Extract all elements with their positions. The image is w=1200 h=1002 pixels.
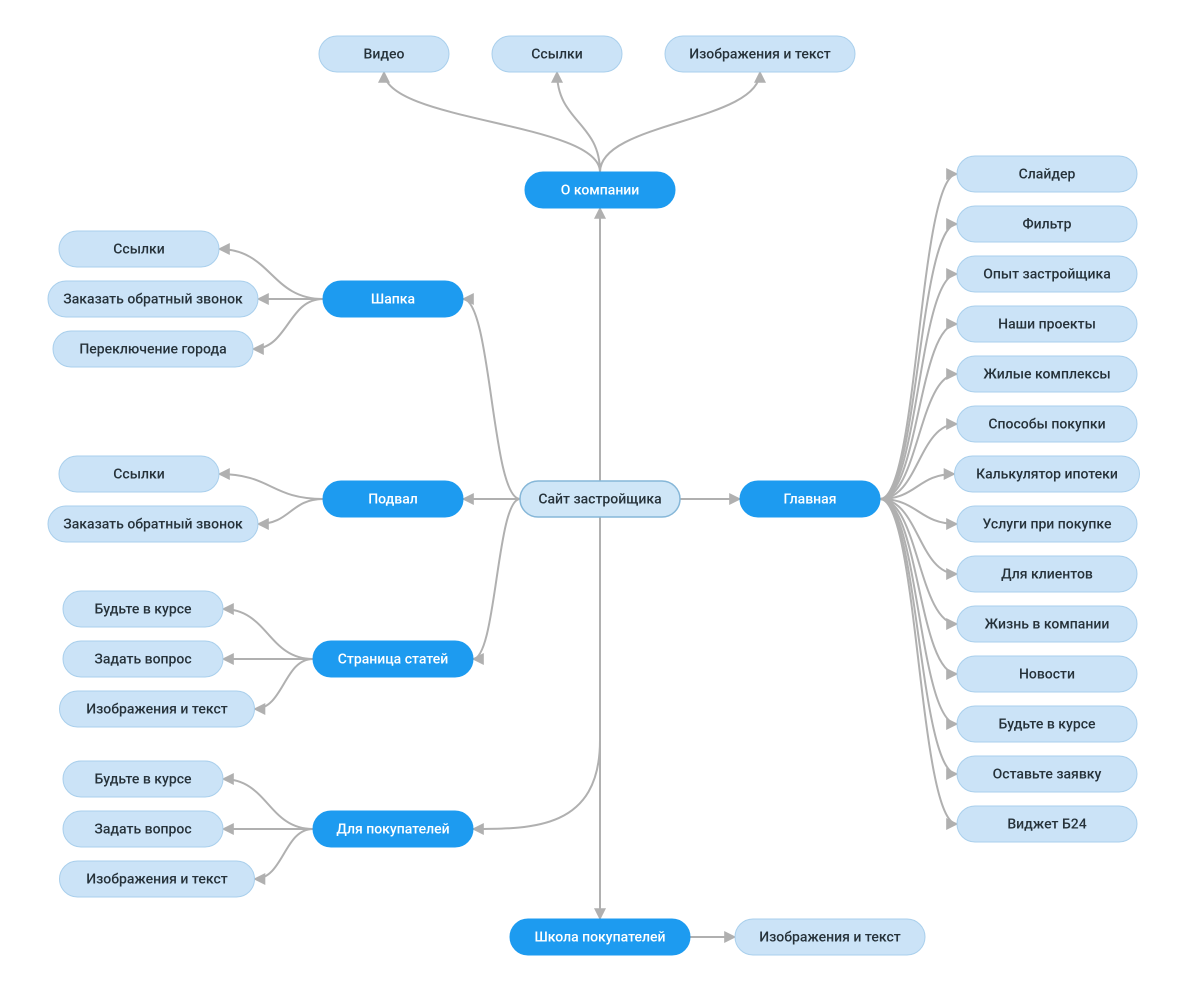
node-label: Изображения и текст	[759, 930, 901, 946]
edge-about-about_imgtext	[600, 72, 760, 172]
node-home[interactable]: Главная	[740, 481, 880, 517]
node-buyers[interactable]: Для покупателей	[313, 811, 473, 847]
node-h_aware[interactable]: Будьте в курсе	[957, 706, 1137, 742]
node-school_imgtext[interactable]: Изображения и текст	[735, 919, 925, 955]
node-label: Слайдер	[1019, 167, 1076, 183]
edge-home-h_request	[880, 499, 957, 774]
node-label: Шапка	[371, 292, 415, 308]
node-h_request[interactable]: Оставьте заявку	[957, 756, 1137, 792]
node-label: Подвал	[368, 492, 418, 508]
node-label: Сайт застройщика	[538, 492, 661, 508]
edge-home-h_exp	[880, 274, 957, 499]
node-h_filter[interactable]: Фильтр	[957, 206, 1137, 242]
edge-articles-art_imgtext	[255, 659, 314, 709]
edge-about-about_video	[384, 72, 600, 172]
node-label: Калькулятор ипотеки	[976, 467, 1118, 483]
node-label: Изображения и текст	[86, 872, 228, 888]
node-h_widget[interactable]: Виджет Б24	[957, 806, 1137, 842]
node-label: Страница статей	[338, 652, 449, 668]
node-header[interactable]: Шапка	[323, 281, 463, 317]
edge-root-articles	[473, 499, 520, 659]
node-about_links[interactable]: Ссылки	[492, 36, 622, 72]
edge-articles-art_aware	[223, 609, 313, 659]
edge-home-h_complex	[880, 374, 957, 499]
node-label: Жизнь в компании	[985, 617, 1110, 633]
node-label: Виджет Б24	[1007, 817, 1086, 833]
node-label: Изображения и текст	[86, 702, 228, 718]
node-label: Заказать обратный звонок	[63, 517, 243, 533]
edge-home-h_filter	[880, 224, 957, 499]
edge-buyers-buy_aware	[223, 779, 313, 829]
node-label: Оставьте заявку	[993, 767, 1102, 783]
node-header_links[interactable]: Ссылки	[59, 231, 219, 267]
node-footer[interactable]: Подвал	[323, 481, 463, 517]
node-label: Жилые комплексы	[983, 367, 1110, 383]
edge-header-header_city	[253, 299, 323, 349]
node-h_services[interactable]: Услуги при покупке	[957, 506, 1137, 542]
node-articles[interactable]: Страница статей	[313, 641, 473, 677]
node-label: Задать вопрос	[94, 652, 191, 668]
node-label: Будьте в курсе	[998, 717, 1096, 733]
node-about[interactable]: О компании	[525, 172, 675, 208]
node-about_video[interactable]: Видео	[319, 36, 449, 72]
node-label: Для клиентов	[1001, 567, 1093, 583]
edge-home-h_life	[880, 499, 957, 624]
node-label: Новости	[1019, 667, 1075, 683]
nodes-layer: Сайт застройщика О компании Видео Ссылки Изо…	[48, 36, 1140, 955]
edge-root-header	[463, 299, 520, 499]
node-h_news[interactable]: Новости	[957, 656, 1137, 692]
edge-home-h_slider	[880, 174, 957, 499]
edge-home-h_aware	[880, 499, 957, 724]
edge-root-buyers	[473, 517, 600, 829]
node-label: Услуги при покупке	[983, 517, 1112, 533]
node-art_imgtext[interactable]: Изображения и текст	[60, 691, 255, 727]
node-label: Наши проекты	[998, 317, 1096, 333]
node-label: Заказать обратный звонок	[63, 292, 243, 308]
edge-buyers-buy_imgtext	[255, 829, 314, 879]
node-h_projects[interactable]: Наши проекты	[957, 306, 1137, 342]
mindmap-canvas: Сайт застройщика О компании Видео Ссылки Изо…	[0, 0, 1200, 1002]
node-art_aware[interactable]: Будьте в курсе	[63, 591, 223, 627]
node-root[interactable]: Сайт застройщика	[520, 481, 680, 517]
edge-home-h_news	[880, 499, 957, 674]
edge-footer-footer_callback	[258, 499, 323, 524]
node-label: О компании	[561, 183, 640, 199]
node-school[interactable]: Школа покупателей	[510, 919, 690, 955]
edge-footer-footer_links	[219, 474, 323, 499]
node-label: Опыт застройщика	[983, 267, 1111, 283]
node-h_exp[interactable]: Опыт застройщика	[957, 256, 1137, 292]
node-label: Школа покупателей	[534, 930, 665, 946]
node-about_imgtext[interactable]: Изображения и текст	[665, 36, 855, 72]
node-h_calc[interactable]: Калькулятор ипотеки	[955, 456, 1140, 492]
node-label: Способы покупки	[988, 417, 1105, 433]
node-label: Главная	[784, 492, 837, 508]
node-label: Ссылки	[113, 242, 164, 258]
node-header_callback[interactable]: Заказать обратный звонок	[48, 281, 258, 317]
node-buy_imgtext[interactable]: Изображения и текст	[60, 861, 255, 897]
node-label: Ссылки	[531, 47, 582, 63]
node-label: Для покупателей	[336, 822, 449, 838]
node-footer_callback[interactable]: Заказать обратный звонок	[48, 506, 258, 542]
node-label: Будьте в курсе	[94, 772, 192, 788]
node-label: Видео	[364, 47, 405, 63]
node-h_complex[interactable]: Жилые комплексы	[957, 356, 1137, 392]
node-label: Будьте в курсе	[94, 602, 192, 618]
node-label: Фильтр	[1022, 217, 1071, 233]
node-label: Ссылки	[113, 467, 164, 483]
node-h_life[interactable]: Жизнь в компании	[957, 606, 1137, 642]
node-h_slider[interactable]: Слайдер	[957, 156, 1137, 192]
edge-home-h_projects	[880, 324, 957, 499]
node-header_city[interactable]: Переключение города	[53, 331, 253, 367]
node-buy_ask[interactable]: Задать вопрос	[63, 811, 223, 847]
node-h_clients[interactable]: Для клиентов	[957, 556, 1137, 592]
edge-home-h_widget	[880, 499, 957, 824]
node-art_ask[interactable]: Задать вопрос	[63, 641, 223, 677]
node-footer_links[interactable]: Ссылки	[59, 456, 219, 492]
node-buy_aware[interactable]: Будьте в курсе	[63, 761, 223, 797]
node-label: Задать вопрос	[94, 822, 191, 838]
node-label: Изображения и текст	[689, 47, 831, 63]
node-label: Переключение города	[79, 342, 226, 358]
node-h_buyways[interactable]: Способы покупки	[957, 406, 1137, 442]
